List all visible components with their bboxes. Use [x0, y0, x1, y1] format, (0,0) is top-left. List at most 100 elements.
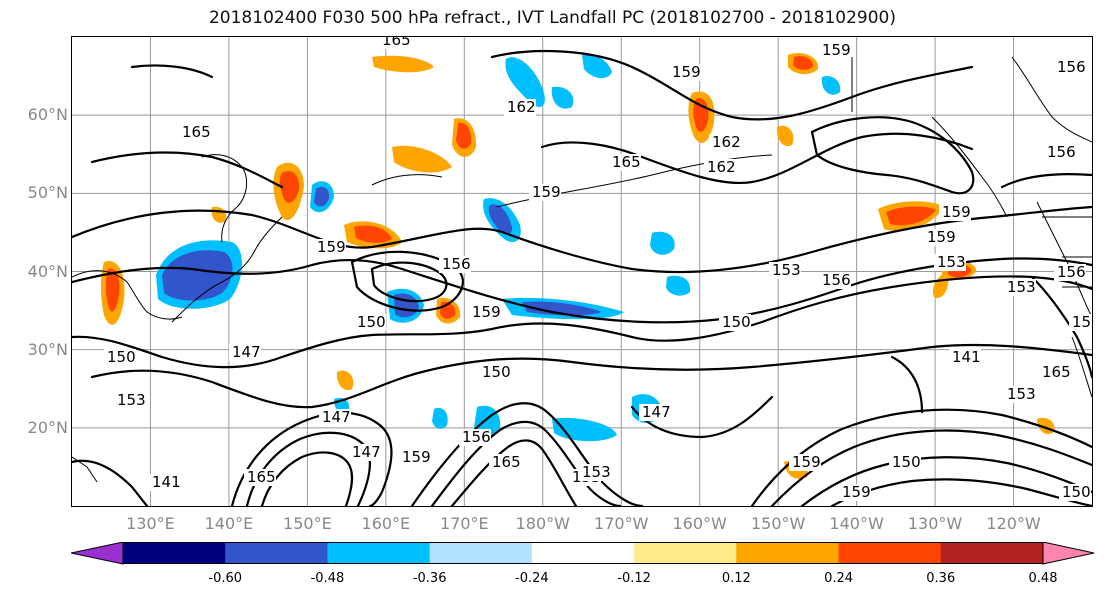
contour-label-bg [669, 64, 701, 81]
coastline [1011, 56, 1092, 143]
coastline [171, 216, 283, 323]
contour-label-bg [1004, 386, 1036, 403]
contour-label-bg [839, 484, 871, 501]
longitude-label: 130°W [907, 514, 963, 533]
colorbar-tick-label: -0.60 [208, 571, 243, 586]
positive-anomaly-blob [354, 225, 392, 243]
contour-line [350, 250, 464, 312]
colorbar-segment [327, 542, 431, 564]
contour-label-bg [939, 204, 971, 221]
contour-label-bg [319, 409, 351, 426]
contour-label: 159 [672, 63, 701, 81]
colorbar-tick-label: 0.24 [824, 571, 854, 586]
contour-label-bg [949, 349, 981, 366]
negative-anomaly-blob [505, 57, 545, 107]
longitude-label: 140°E [204, 514, 254, 533]
contour-label-bg [504, 99, 536, 116]
contour-label: 147 [642, 403, 671, 421]
contour-label-bg [889, 454, 921, 471]
negative-anomaly-blob [314, 186, 330, 207]
contour-label: 141 [152, 473, 181, 491]
contour-label-layer: 165 159 165 162 165 159 162 159 156 159 156 159 153 1… [104, 37, 1092, 501]
contour-label-bg [819, 272, 851, 289]
positive-anomaly-blob [886, 206, 936, 226]
contour-label: 147 [232, 343, 261, 361]
contour-line [1000, 173, 1092, 189]
contour-line [890, 355, 924, 414]
longitude-label: 150°E [283, 514, 332, 533]
contour-label-bg [469, 304, 501, 321]
contour-label-bg [529, 184, 561, 201]
contour-line [230, 411, 393, 506]
contour-line [90, 343, 1092, 409]
contour-label-bg [479, 364, 511, 381]
contour-line [370, 261, 448, 303]
contour-label: 156 [442, 255, 471, 273]
refractivity-contours [72, 49, 1092, 506]
contour-label: 153 [772, 261, 801, 279]
contour-label: 150 [1072, 313, 1092, 331]
contour-label-bg [934, 254, 966, 271]
contour-label: 147 [322, 408, 351, 426]
latitude-label: 60°N [27, 105, 68, 125]
map-canvas: 165 159 165 162 165 159 162 159 156 159 156 159 153 1… [72, 37, 1092, 506]
contour-label: 165 [182, 123, 211, 141]
positive-anomaly-blob [793, 56, 814, 70]
negative-anomaly-blob [552, 417, 617, 442]
positive-anomaly-blob [456, 122, 472, 149]
colorbar-segment [838, 542, 942, 564]
colorbar-segment [123, 542, 226, 564]
contour-label-bg [399, 449, 431, 466]
contour-label: 153 [582, 463, 611, 481]
contour-label-bg [149, 474, 181, 491]
negative-anomaly-blob [666, 275, 691, 296]
contour-line [410, 402, 644, 506]
map-title: 2018102400 F030 500 hPa refract., IVT La… [208, 8, 896, 28]
contour-label: 159 [927, 228, 956, 246]
contour-line [72, 205, 1092, 274]
contour-label: 150 [892, 453, 921, 471]
contour-label: 159 [942, 203, 971, 221]
latitude-label: 50°N [27, 183, 68, 203]
contour-label-bg [1044, 144, 1076, 161]
contour-line [810, 116, 975, 195]
contour-label-bg [704, 159, 736, 176]
contour-label-bg [489, 454, 521, 471]
colorbar-tick-label: -0.12 [617, 571, 651, 586]
contour-label: 147 [352, 443, 381, 461]
longitude-label: 160°E [361, 514, 411, 533]
contour-label-bg [179, 124, 211, 141]
contour-label-bg [709, 134, 741, 151]
contour-label: 150 [722, 313, 751, 331]
contour-label-bg [579, 464, 611, 481]
colorbar-tick-label: 0.48 [1028, 571, 1058, 586]
contour-label: 153 [117, 391, 146, 409]
positive-anomaly-blob [279, 170, 300, 203]
contour-label: 156 [1057, 263, 1086, 281]
contour-label-bg [719, 314, 751, 331]
contour-label-bg [639, 404, 671, 421]
coastline [1071, 336, 1092, 398]
contour-line [1030, 275, 1092, 379]
negative-anomaly-blob [551, 86, 574, 109]
positive-anomaly-blob [932, 272, 949, 298]
colorbar-segment [429, 542, 533, 564]
longitude-label: 120°W [986, 514, 1041, 533]
longitude-label: 130°E [126, 514, 175, 533]
contour-label: 159 [822, 41, 851, 59]
contour-label-bg [354, 314, 386, 331]
contour-label: 156 [462, 428, 491, 446]
contour-label: 165 [382, 37, 411, 49]
colorbar-tick-label: -0.24 [515, 571, 549, 586]
contour-label-bg [1069, 314, 1092, 331]
contour-label: 150 [482, 363, 511, 381]
longitude-label: 150°W [750, 514, 806, 533]
contour-line [72, 459, 149, 506]
longitude-label: 160°W [672, 514, 727, 533]
contour-line [430, 420, 622, 506]
colorbar [71, 542, 1095, 565]
contour-label-bg [104, 349, 136, 366]
positive-anomaly-blob [372, 55, 434, 73]
contour-label-bg [1059, 484, 1091, 501]
positive-anomaly-blob [105, 268, 120, 312]
